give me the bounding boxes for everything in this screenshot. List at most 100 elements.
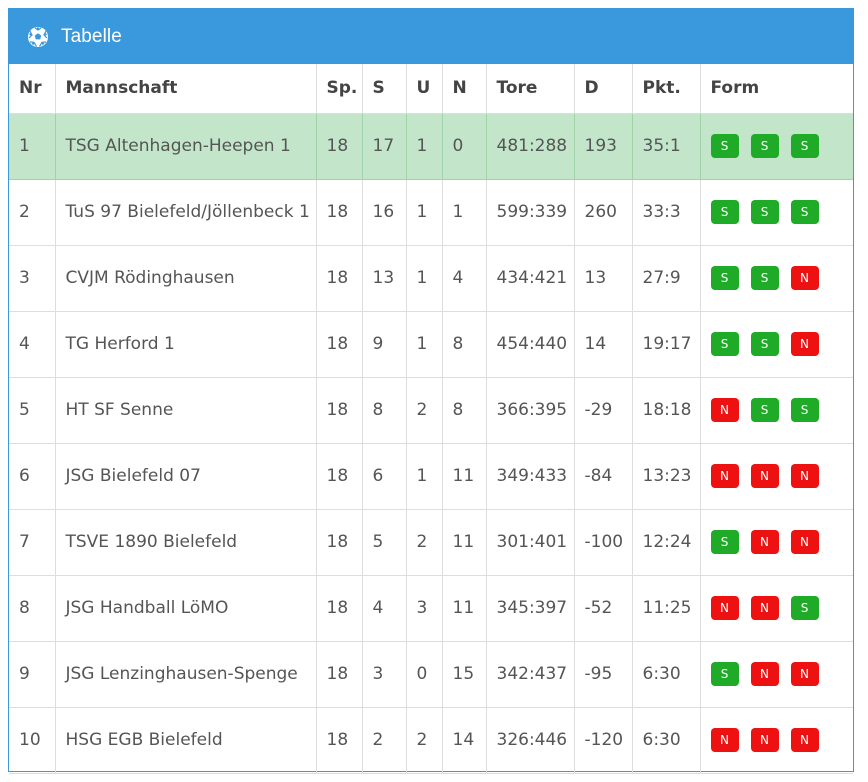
column-header-niederlagen[interactable]: N: [442, 64, 487, 114]
cell-wins: 4: [362, 575, 407, 642]
cell-difference: -100: [574, 509, 633, 576]
cell-goals: 599:339: [486, 179, 575, 246]
form-badge-loss: N: [790, 728, 819, 752]
column-header-nr[interactable]: Nr: [9, 64, 56, 114]
cell-draws: 1: [406, 311, 443, 378]
cell-points: 35:1: [632, 113, 701, 180]
cell-wins: 13: [362, 245, 407, 312]
form-badge-win: S: [710, 200, 739, 224]
column-header-tore[interactable]: Tore: [486, 64, 575, 114]
cell-games: 18: [316, 707, 363, 774]
cell-team-name: TSG Altenhagen-Heepen 1: [55, 113, 317, 180]
cell-wins: 5: [362, 509, 407, 576]
table-row: 7 TSVE 1890 Bielefeld 18 5 2 11 301:401 -100 12:…: [9, 509, 853, 576]
cell-draws: 3: [406, 575, 443, 642]
cell-draws: 2: [406, 707, 443, 774]
cell-games: 18: [316, 113, 363, 180]
cell-nr: 7: [9, 509, 56, 576]
cell-games: 18: [316, 377, 363, 444]
cell-team-name: HT SF Senne: [55, 377, 317, 444]
cell-losses: 8: [442, 377, 487, 444]
form-badge-loss: N: [790, 266, 819, 290]
cell-draws: 2: [406, 377, 443, 444]
cell-losses: 11: [442, 443, 487, 510]
cell-nr: 6: [9, 443, 56, 510]
form-badge-loss: N: [750, 596, 779, 620]
form-badge-win: S: [750, 398, 779, 422]
table-row: 8 JSG Handball LöMO 18 4 3 11 345:397 -52 11:25 N…: [9, 575, 853, 642]
cell-goals: 434:421: [486, 245, 575, 312]
form-badge-loss: N: [790, 464, 819, 488]
cell-difference: 260: [574, 179, 633, 246]
cell-draws: 0: [406, 641, 443, 708]
cell-team-name: CVJM Rödinghausen: [55, 245, 317, 312]
cell-difference: -120: [574, 707, 633, 774]
cell-points: 13:23: [632, 443, 701, 510]
table-row: 5 HT SF Senne 18 8 2 8 366:395 -29 18:18 N S S: [9, 377, 853, 444]
cell-goals: 342:437: [486, 641, 575, 708]
cell-goals: 454:440: [486, 311, 575, 378]
form-badge-loss: N: [710, 596, 739, 620]
cell-losses: 0: [442, 113, 487, 180]
form-badge-win: S: [750, 332, 779, 356]
cell-team-name: HSG EGB Bielefeld: [55, 707, 317, 774]
form-badge-loss: N: [790, 530, 819, 554]
cell-draws: 1: [406, 113, 443, 180]
column-header-differenz[interactable]: D: [574, 64, 633, 114]
cell-team-name: TSVE 1890 Bielefeld: [55, 509, 317, 576]
cell-goals: 301:401: [486, 509, 575, 576]
cell-losses: 1: [442, 179, 487, 246]
cell-draws: 1: [406, 179, 443, 246]
cell-nr: 4: [9, 311, 56, 378]
cell-draws: 1: [406, 443, 443, 510]
cell-points: 33:3: [632, 179, 701, 246]
column-header-mannschaft[interactable]: Mannschaft: [55, 64, 317, 114]
form-badge-loss: N: [710, 464, 739, 488]
form-badge-win: S: [790, 596, 819, 620]
cell-goals: 345:397: [486, 575, 575, 642]
cell-games: 18: [316, 311, 363, 378]
cell-team-name: TG Herford 1: [55, 311, 317, 378]
cell-wins: 3: [362, 641, 407, 708]
table-header-row: Nr Mannschaft Sp. S U N Tore D Pkt. Form: [9, 64, 853, 114]
cell-losses: 15: [442, 641, 487, 708]
column-header-spiele[interactable]: Sp.: [316, 64, 363, 114]
cell-wins: 16: [362, 179, 407, 246]
cell-difference: -95: [574, 641, 633, 708]
cell-losses: 8: [442, 311, 487, 378]
cell-difference: 193: [574, 113, 633, 180]
column-header-siege[interactable]: S: [362, 64, 407, 114]
cell-games: 18: [316, 509, 363, 576]
standings-table: Nr Mannschaft Sp. S U N Tore D Pkt. Form…: [9, 64, 853, 774]
cell-nr: 2: [9, 179, 56, 246]
cell-nr: 5: [9, 377, 56, 444]
form-badge-win: S: [750, 200, 779, 224]
column-header-form: Form: [700, 64, 853, 114]
form-badge-loss: N: [750, 530, 779, 554]
cell-goals: 366:395: [486, 377, 575, 444]
panel-header: Tabelle: [9, 9, 853, 64]
column-header-punkte[interactable]: Pkt.: [632, 64, 701, 114]
form-badge-win: S: [710, 530, 739, 554]
form-badge-win: S: [750, 134, 779, 158]
table-row: 6 JSG Bielefeld 07 18 6 1 11 349:433 -84 13:23 N N…: [9, 443, 853, 510]
form-badge-loss: N: [710, 728, 739, 752]
form-badge-loss: N: [750, 662, 779, 686]
cell-nr: 3: [9, 245, 56, 312]
cell-points: 18:18: [632, 377, 701, 444]
cell-difference: 13: [574, 245, 633, 312]
cell-difference: -52: [574, 575, 633, 642]
cell-goals: 349:433: [486, 443, 575, 510]
column-header-unentschieden[interactable]: U: [406, 64, 443, 114]
cell-difference: -84: [574, 443, 633, 510]
standings-panel: Tabelle Nr Mannschaft Sp. S U N Tore: [8, 8, 854, 774]
cell-nr: 10: [9, 707, 56, 774]
form-badge-loss: N: [790, 662, 819, 686]
form-badge-loss: N: [790, 332, 819, 356]
